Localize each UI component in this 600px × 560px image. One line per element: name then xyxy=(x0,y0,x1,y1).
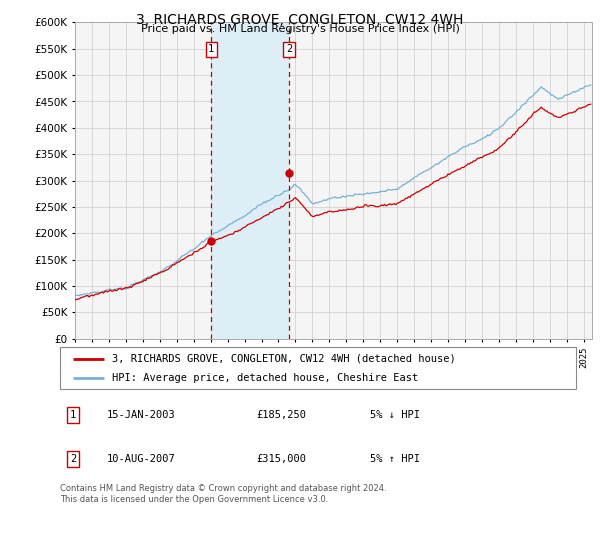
Text: 2: 2 xyxy=(286,44,292,54)
Text: 2: 2 xyxy=(70,454,76,464)
Text: 10-AUG-2007: 10-AUG-2007 xyxy=(106,454,175,464)
Text: 5% ↓ HPI: 5% ↓ HPI xyxy=(370,410,419,420)
Text: 3, RICHARDS GROVE, CONGLETON, CW12 4WH: 3, RICHARDS GROVE, CONGLETON, CW12 4WH xyxy=(136,13,464,27)
Text: Price paid vs. HM Land Registry's House Price Index (HPI): Price paid vs. HM Land Registry's House … xyxy=(140,24,460,34)
Text: £185,250: £185,250 xyxy=(256,410,306,420)
Text: £315,000: £315,000 xyxy=(256,454,306,464)
Text: 1: 1 xyxy=(70,410,76,420)
Text: HPI: Average price, detached house, Cheshire East: HPI: Average price, detached house, Ches… xyxy=(112,374,418,383)
Text: Contains HM Land Registry data © Crown copyright and database right 2024.
This d: Contains HM Land Registry data © Crown c… xyxy=(60,484,386,504)
Text: 3, RICHARDS GROVE, CONGLETON, CW12 4WH (detached house): 3, RICHARDS GROVE, CONGLETON, CW12 4WH (… xyxy=(112,354,455,364)
Text: 15-JAN-2003: 15-JAN-2003 xyxy=(106,410,175,420)
Text: 5% ↑ HPI: 5% ↑ HPI xyxy=(370,454,419,464)
FancyBboxPatch shape xyxy=(60,347,576,389)
Text: 1: 1 xyxy=(208,44,214,54)
